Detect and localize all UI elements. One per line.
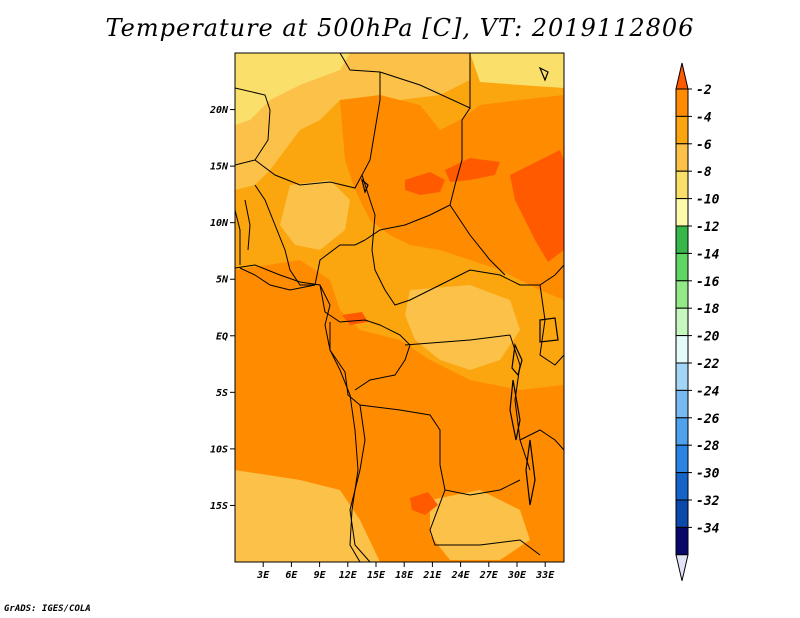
colorbar-label: -2 [696, 83, 712, 98]
lon-tick-label: 6E [285, 570, 298, 581]
colorbar-label: -8 [696, 165, 712, 180]
map-frame [234, 52, 565, 563]
colorbar-label: -16 [696, 275, 720, 290]
region-hot-central-2 [445, 158, 500, 182]
colorbar-label: -24 [696, 384, 720, 399]
region-coldest-ne [470, 53, 564, 88]
lon-tick-label: 21E [422, 570, 442, 581]
colorbar-label: -30 [696, 467, 720, 482]
colorbar-swatch [675, 444, 689, 474]
colorbar-swatch [675, 389, 689, 419]
lat-tick-label: 5S [216, 388, 228, 399]
colorbar: -2 -4 -6 -8 -10 -12 -14 -16 -18 -20 -22 -24 -26 -28 -3… [675, 62, 720, 581]
colorbar-swatch [675, 88, 689, 117]
region-hot-south [410, 492, 438, 515]
colorbar-swatch [675, 115, 689, 145]
colorbar-label: -22 [696, 357, 720, 372]
colorbar-swatch [675, 307, 689, 337]
coastline [235, 264, 361, 562]
lat-tick-label: 10S [210, 444, 228, 455]
grads-credit: GrADS: IGES/COLA [4, 604, 91, 614]
region-hot-east [510, 150, 564, 262]
colorbar-label: -20 [696, 330, 720, 345]
lon-tick-label: 33E [535, 570, 555, 581]
region-cool-southwest [235, 470, 380, 562]
colorbar-top-arrow [675, 62, 689, 90]
lon-tick-label: 9E [314, 570, 327, 581]
colorbar-label: -32 [696, 494, 720, 509]
lon-tick-label: 30E [507, 570, 527, 581]
colorbar-label: -18 [696, 302, 720, 317]
lat-tick-label: 15S [210, 501, 228, 512]
temperature-field [235, 53, 564, 562]
lat-tick-label: 15N [210, 162, 229, 173]
colorbar-label: -26 [696, 412, 720, 427]
latitude-axis: 20N 15N 10N 5N EQ 5S 10S 15S [209, 105, 235, 512]
colorbar-label: -34 [696, 521, 720, 536]
lat-tick-label: 5N [216, 275, 229, 286]
colorbar-label: -10 [696, 193, 720, 208]
lat-tick-label: 20N [209, 105, 229, 116]
colorbar-swatch [675, 362, 689, 391]
colorbar-swatch [675, 526, 689, 556]
colorbar-swatch [675, 170, 689, 200]
region-cold-north-2 [280, 180, 350, 250]
colorbar-bottom-arrow [675, 554, 689, 581]
colorbar-label: -4 [696, 110, 712, 125]
lon-tick-label: 12E [339, 570, 358, 581]
colorbar-label: -28 [696, 439, 720, 454]
lon-tick-label: 24E [451, 570, 471, 581]
region-cool-east [405, 285, 520, 370]
colorbar-swatch [675, 499, 689, 528]
colorbar-swatch [675, 280, 689, 309]
region-coldest-north [235, 53, 350, 125]
lon-tick-label: 15E [367, 570, 386, 581]
longitude-axis: 3E 6E 9E 12E 15E 18E 21E 24E 27E 30E 33E [256, 562, 555, 581]
colorbar-swatch [675, 225, 689, 254]
lat-tick-label: EQ [216, 331, 228, 342]
map-title: Temperature at 500hPa [C], VT: 201911280… [105, 14, 695, 42]
colorbar-swatch [675, 198, 689, 227]
lon-tick-label: 3E [256, 570, 270, 581]
lakes [360, 66, 559, 506]
region-hot-central [405, 172, 445, 195]
colorbar-swatch [675, 252, 689, 282]
colorbar-swatch [675, 335, 689, 364]
colorbar-label: -14 [696, 247, 720, 262]
colorbar-label: -12 [696, 220, 720, 235]
lat-tick-label: 10N [210, 218, 229, 229]
colorbar-swatch [675, 143, 689, 172]
colorbar-swatch [675, 417, 689, 446]
country-borders [235, 53, 564, 562]
colorbar-label: -6 [696, 138, 712, 153]
colorbar-swatch [675, 472, 689, 501]
region-cool-south [430, 490, 530, 560]
lon-tick-label: 27E [479, 570, 499, 581]
lon-tick-label: 18E [395, 570, 414, 581]
